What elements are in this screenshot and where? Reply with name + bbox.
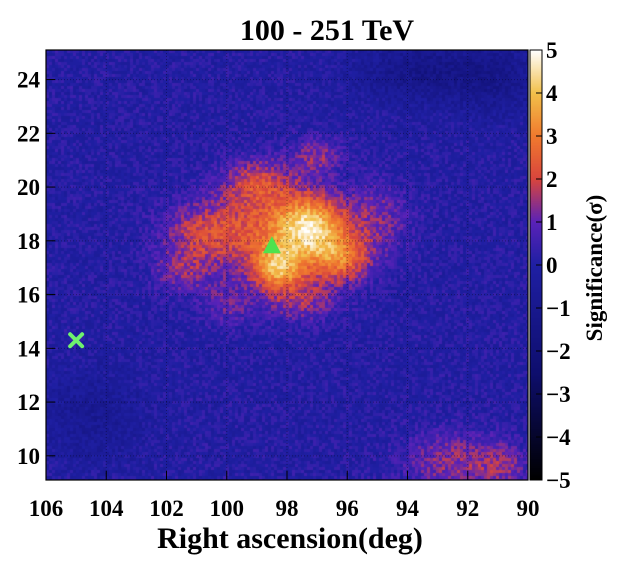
colorbar-tick-label: 0 xyxy=(546,253,558,278)
colorbar-tick-label: −1 xyxy=(546,296,571,321)
colorbar-ticks: 5 4 3 2 1 0 −1 −2 −3 −4 −5 xyxy=(536,38,571,493)
y-tick-label: 14 xyxy=(17,336,41,361)
colorbar-tick-label: −5 xyxy=(546,468,571,493)
colorbar-tick-label: 5 xyxy=(546,38,558,63)
x-tick-label: 100 xyxy=(210,496,245,521)
colorbar-label: Significance(σ) xyxy=(582,195,607,342)
x-axis-ticks: 106 104 102 100 98 96 94 92 90 xyxy=(29,471,540,521)
x-tick-label: 92 xyxy=(456,496,479,521)
y-tick-label: 18 xyxy=(17,229,40,254)
x-tick-label: 98 xyxy=(276,496,299,521)
source-marker-cross xyxy=(68,332,85,349)
colorbar-tick-label: −3 xyxy=(546,382,571,407)
significance-heatmap xyxy=(46,50,528,480)
y-axis-ticks: 10 12 14 16 18 20 22 24 xyxy=(17,68,55,469)
x-tick-label: 90 xyxy=(517,496,540,521)
colorbar-tick-label: 1 xyxy=(546,210,558,235)
x-tick-label: 94 xyxy=(396,496,420,521)
colorbar-tick-label: −2 xyxy=(546,339,571,364)
colorbar-tick-label: −4 xyxy=(546,425,571,450)
y-tick-label: 24 xyxy=(17,68,41,93)
chart-title: 100 - 251 TeV xyxy=(240,14,415,47)
x-tick-label: 104 xyxy=(89,496,124,521)
y-tick-label: 12 xyxy=(17,390,40,415)
colorbar-tick-label: 4 xyxy=(546,81,558,106)
grid-lines xyxy=(46,50,528,480)
y-tick-label: 10 xyxy=(17,444,40,469)
source-markers xyxy=(68,236,281,349)
colorbar-tick-label: 2 xyxy=(546,167,558,192)
x-tick-label: 106 xyxy=(29,496,64,521)
y-tick-label: 16 xyxy=(17,283,40,308)
y-tick-label: 20 xyxy=(17,175,40,200)
x-tick-label: 102 xyxy=(149,496,184,521)
colorbar-tick-label: 3 xyxy=(546,124,558,149)
x-axis-label: Right ascension(deg) xyxy=(157,522,423,555)
source-marker-triangle xyxy=(262,236,281,254)
y-tick-label: 22 xyxy=(17,121,40,146)
x-tick-label: 96 xyxy=(336,496,359,521)
